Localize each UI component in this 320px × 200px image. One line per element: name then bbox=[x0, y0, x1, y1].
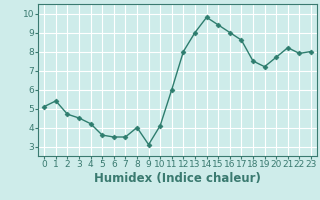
X-axis label: Humidex (Indice chaleur): Humidex (Indice chaleur) bbox=[94, 172, 261, 185]
